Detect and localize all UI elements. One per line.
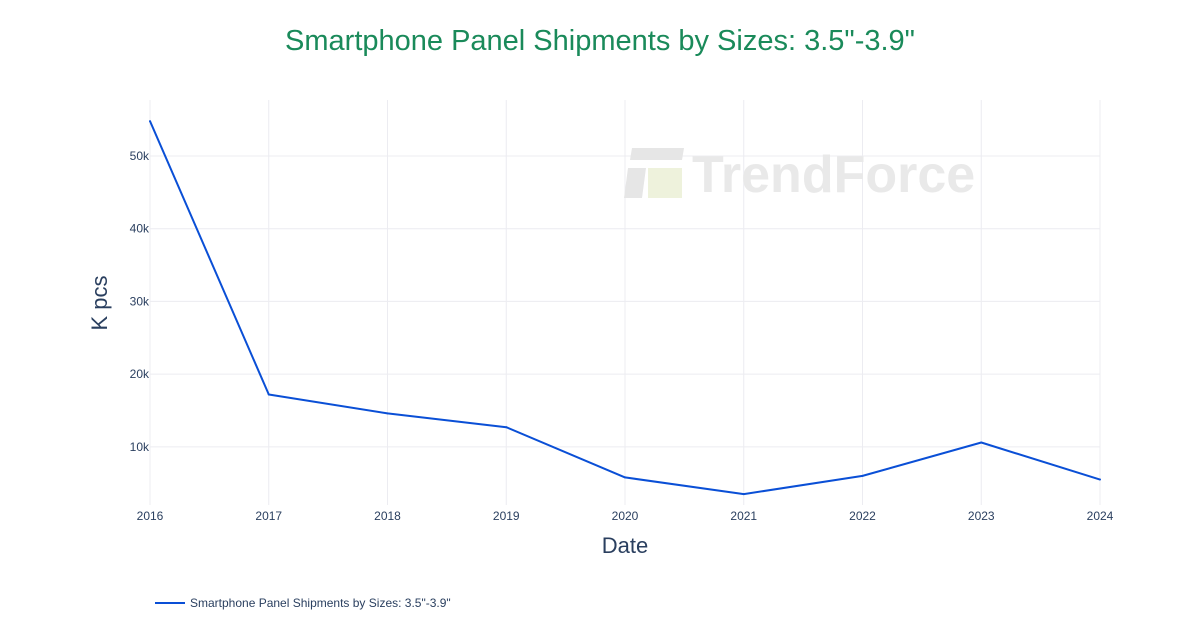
x-tick-label: 2018: [374, 509, 401, 523]
watermark-text: TrendForce: [692, 146, 975, 204]
chart-title: Smartphone Panel Shipments by Sizes: 3.5…: [285, 25, 915, 57]
y-axis-ticks: 10k 20k 30k 40k 50k: [130, 149, 150, 454]
data-point: [1099, 478, 1101, 481]
x-tick-label: 2017: [255, 509, 282, 523]
x-axis-ticks: 2016 2017 2018 2019 2020 2021 2022 2023 2024: [137, 509, 1114, 523]
y-tick-label: 20k: [130, 367, 150, 381]
data-point: [742, 493, 745, 496]
y-tick-label: 10k: [130, 440, 150, 454]
data-point: [624, 476, 626, 479]
data-point: [980, 441, 983, 444]
data-point: [149, 120, 151, 123]
x-tick-label: 2022: [849, 509, 876, 523]
x-tick-label: 2019: [493, 509, 520, 523]
x-tick-label: 2024: [1087, 509, 1114, 523]
x-tick-label: 2023: [968, 509, 995, 523]
legend-label: Smartphone Panel Shipments by Sizes: 3.5…: [190, 596, 451, 610]
y-tick-label: 40k: [130, 222, 150, 236]
y-gridlines: [150, 155, 1100, 448]
data-point: [505, 426, 508, 429]
y-axis-title: K pcs: [87, 275, 112, 330]
legend: Smartphone Panel Shipments by Sizes: 3.5…: [155, 596, 451, 610]
trendforce-logo-icon: [624, 148, 684, 198]
y-tick-label: 30k: [130, 294, 150, 308]
x-tick-label: 2016: [137, 509, 164, 523]
y-tick-label: 50k: [130, 149, 150, 163]
x-tick-label: 2021: [730, 509, 757, 523]
x-tick-label: 2020: [612, 509, 639, 523]
data-point: [386, 412, 389, 415]
x-gridlines: [149, 100, 1101, 505]
data-point: [267, 393, 270, 396]
x-axis-title: Date: [602, 533, 648, 558]
trendforce-watermark: TrendForce: [624, 146, 975, 204]
data-point: [861, 474, 864, 477]
